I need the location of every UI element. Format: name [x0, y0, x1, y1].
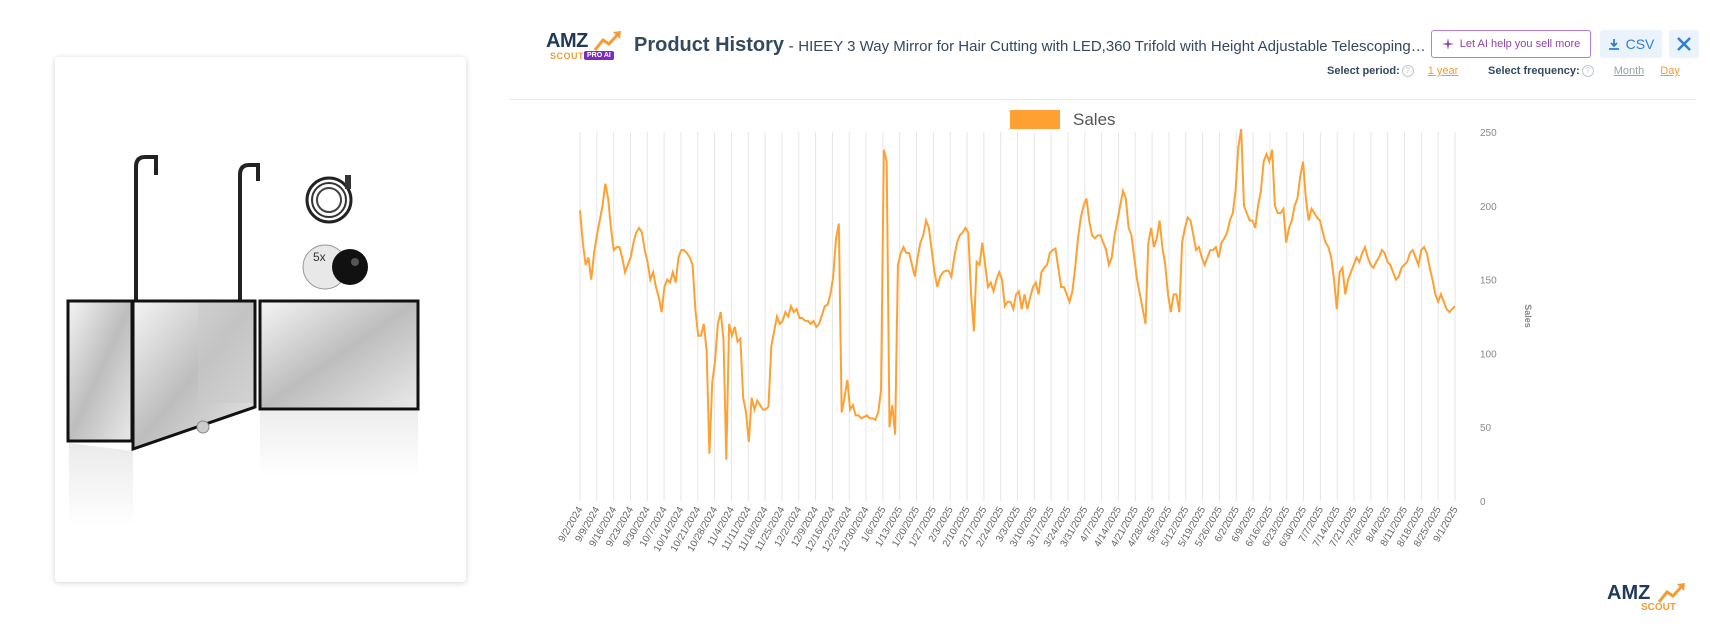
close-icon [1677, 37, 1691, 51]
sparkle-icon [1441, 38, 1454, 50]
y-axis: 0 50 100 150 200 250 [1480, 128, 1497, 508]
y-tick-label: 50 [1480, 423, 1492, 434]
logo-sub: SCOUT [550, 51, 584, 61]
ai-help-button[interactable]: Let AI help you sell more [1431, 30, 1591, 58]
y-tick-label: 250 [1480, 128, 1497, 139]
product-image: 5x [66, 155, 420, 527]
logo-brand: AMZ [546, 30, 588, 52]
legend-label-sales[interactable]: Sales [1073, 110, 1116, 129]
y-tick-label: 100 [1480, 349, 1497, 360]
download-icon [1608, 39, 1619, 50]
logo-pro-badge: PRO AI [584, 51, 614, 60]
help-icon[interactable]: ? [1401, 65, 1414, 78]
header: AMZ SCOUT PRO AI Product History - HIEEY… [510, 0, 1710, 100]
help-icon[interactable]: ? [1581, 65, 1594, 78]
period-selector: Select period:? 1 year [1327, 65, 1459, 78]
ai-help-label: Let AI help you sell more [1459, 38, 1581, 50]
watermark-sub: SCOUT [1641, 602, 1676, 613]
period-label: Select period: [1327, 65, 1400, 77]
close-button[interactable] [1669, 30, 1699, 58]
frequency-label: Select frequency: [1488, 65, 1580, 77]
frequency-selector: Select frequency:? Month Day [1488, 65, 1680, 78]
watermark-brand: AMZ [1607, 582, 1651, 604]
title-main: Product History [634, 34, 785, 56]
sales-chart: 0 50 100 150 200 250 9/2/20249/9/20249/16/202… [557, 110, 1533, 554]
product-image-card: 5x [55, 57, 466, 582]
period-option-1-year[interactable]: 1 year [1427, 65, 1459, 77]
csv-label: CSV [1625, 36, 1655, 52]
page-title: Product History - HIEEY 3 Way Mirror for… [634, 34, 1426, 57]
amzscout-watermark: AMZ SCOUT [1607, 582, 1693, 622]
y-tick-label: 150 [1480, 276, 1497, 287]
chart-grid [579, 132, 1456, 501]
magnifier-label: 5x [313, 250, 326, 264]
csv-download-button[interactable]: CSV [1600, 30, 1662, 58]
header-divider [510, 99, 1696, 100]
watermark-arrow-icon [1657, 583, 1685, 603]
frequency-option-month[interactable]: Month [1613, 65, 1645, 77]
frequency-option-day[interactable]: Day [1660, 65, 1680, 77]
title-separator: - [784, 38, 799, 55]
series-line-sales [579, 128, 1456, 460]
logo-arrow-icon [593, 31, 621, 51]
y-tick-label: 200 [1480, 202, 1497, 213]
amzscout-logo: AMZ SCOUT PRO AI [546, 30, 626, 64]
y-tick-label: 0 [1480, 497, 1486, 508]
legend-swatch-sales [1010, 110, 1060, 129]
x-axis: 9/2/20249/9/20249/16/20249/23/20249/30/2… [557, 505, 1461, 554]
y-axis-label: Sales [1523, 304, 1533, 328]
product-title: HIEEY 3 Way Mirror for Hair Cutting with… [798, 38, 1426, 55]
